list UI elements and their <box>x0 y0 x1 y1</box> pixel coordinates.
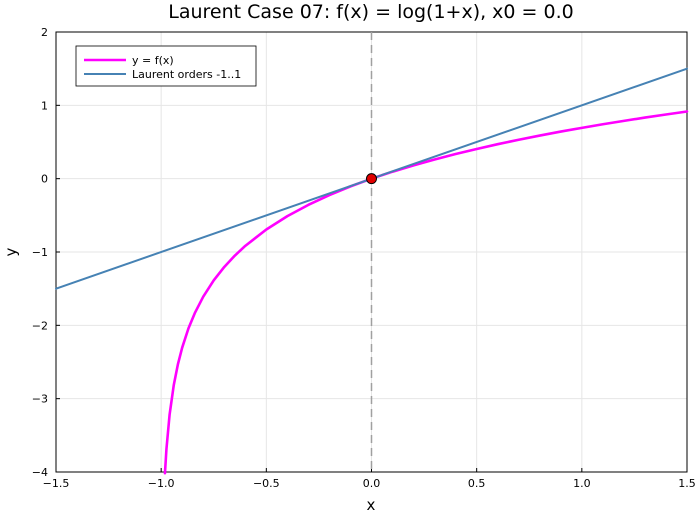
expansion-point-marker <box>366 173 377 185</box>
x-tick-label: 0.5 <box>468 477 486 490</box>
x-tick-label: −1.5 <box>43 477 70 490</box>
y-axis-label: y <box>2 247 20 256</box>
y-tick-label: −4 <box>32 466 48 479</box>
x-tick-label: 1.5 <box>678 477 696 490</box>
legend-label-laurent: Laurent orders -1..1 <box>132 68 241 81</box>
x-tick-label: 1.0 <box>573 477 591 490</box>
y-tick-label: 2 <box>41 26 48 39</box>
y-tick-label: 0 <box>41 173 48 186</box>
ticks: −1.5 −1.0 −0.5 0.0 0.5 1.0 1.5 −4 −3 −2 −1 0 1 2 <box>32 26 696 490</box>
markers <box>366 173 377 185</box>
legend-label-f: y = f(x) <box>132 54 174 67</box>
chart-title: Laurent Case 07: f(x) = log(1+x), x0 = 0… <box>168 1 573 23</box>
x-tick-label: 0.0 <box>363 477 381 490</box>
x-tick-label: −1.0 <box>148 477 175 490</box>
legend: y = f(x) Laurent orders -1..1 <box>75 45 257 87</box>
y-tick-label: 1 <box>41 99 48 112</box>
y-tick-label: −2 <box>32 319 48 332</box>
legend-box <box>75 45 257 87</box>
x-tick-label: −0.5 <box>253 477 280 490</box>
y-tick-label: −3 <box>32 393 48 406</box>
x-axis-label: x <box>367 496 376 514</box>
y-tick-label: −1 <box>32 246 48 259</box>
